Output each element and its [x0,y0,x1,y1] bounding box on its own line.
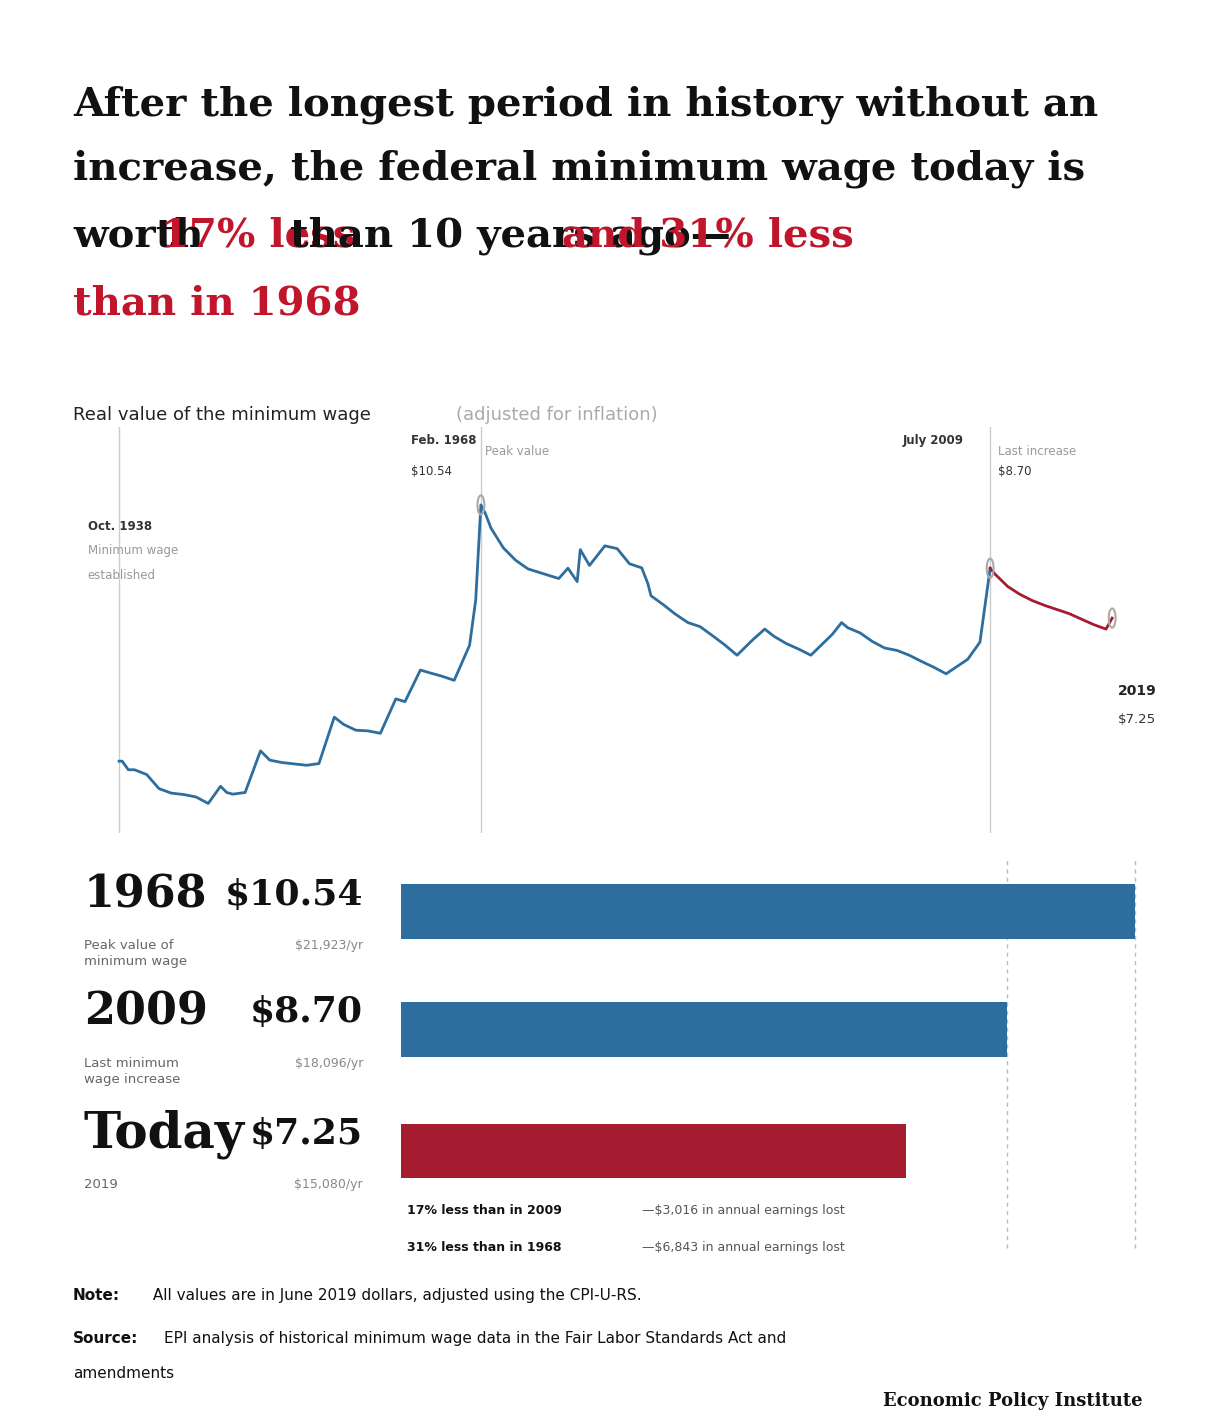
Text: $15,080/yr: $15,080/yr [294,1178,362,1192]
Text: After the longest period in history without an: After the longest period in history with… [73,85,1098,124]
Text: Real value of the minimum wage: Real value of the minimum wage [73,406,377,424]
Text: amendments: amendments [73,1366,174,1381]
Text: Peak value of
minimum wage: Peak value of minimum wage [84,938,187,968]
Text: increase, the federal minimum wage today is: increase, the federal minimum wage today… [73,150,1085,188]
Text: —$6,843 in annual earnings lost: —$6,843 in annual earnings lost [642,1242,845,1255]
Text: Today: Today [84,1109,244,1159]
Text: Last minimum
wage increase: Last minimum wage increase [84,1057,180,1085]
Text: All values are in June 2019 dollars, adjusted using the CPI-U-RS.: All values are in June 2019 dollars, adj… [148,1287,642,1303]
Text: 2019: 2019 [84,1178,118,1192]
Text: Minimum wage: Minimum wage [88,544,178,557]
Text: 17% less than in 2009: 17% less than in 2009 [406,1203,562,1216]
Text: established: established [88,568,156,581]
FancyBboxPatch shape [401,1124,906,1178]
Text: 2009: 2009 [84,991,208,1034]
Text: $10.54: $10.54 [225,877,362,911]
FancyBboxPatch shape [401,1002,1007,1057]
Text: Feb. 1968: Feb. 1968 [411,434,477,447]
Text: Note:: Note: [73,1287,120,1303]
Text: 2019: 2019 [1119,685,1158,698]
Text: Source:: Source: [73,1330,139,1346]
Text: $8.70: $8.70 [998,466,1031,478]
Text: worth: worth [73,216,218,255]
Text: Economic Policy Institute: Economic Policy Institute [883,1391,1143,1410]
Text: and 31% less: and 31% less [562,216,854,255]
Text: 31% less than in 1968: 31% less than in 1968 [406,1242,562,1255]
Text: Oct. 1938: Oct. 1938 [88,520,152,534]
Text: —$3,016 in annual earnings lost: —$3,016 in annual earnings lost [642,1203,845,1216]
Text: July 2009: July 2009 [903,434,964,447]
Text: $7.25: $7.25 [249,1118,362,1151]
Text: $10.54: $10.54 [411,466,452,478]
Text: EPI analysis of historical minimum wage data in the Fair Labor Standards Act and: EPI analysis of historical minimum wage … [164,1330,787,1346]
Text: $8.70: $8.70 [249,995,362,1030]
Text: 1968: 1968 [84,873,208,916]
Text: (adjusted for inflation): (adjusted for inflation) [456,406,658,424]
Text: $21,923/yr: $21,923/yr [294,938,362,951]
FancyBboxPatch shape [401,884,1135,938]
Text: Peak value: Peak value [485,444,550,457]
Text: $7.25: $7.25 [1119,713,1156,726]
Text: 17% less: 17% less [161,216,355,255]
Text: than in 1968: than in 1968 [73,285,360,323]
Text: than 10 years ago—: than 10 years ago— [276,216,731,255]
Text: Last increase: Last increase [998,444,1076,457]
Text: $18,096/yr: $18,096/yr [294,1057,362,1069]
